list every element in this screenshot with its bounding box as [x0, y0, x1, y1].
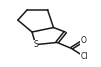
Text: O: O [80, 36, 86, 45]
Text: Cl: Cl [81, 52, 88, 61]
Text: S: S [33, 40, 38, 49]
